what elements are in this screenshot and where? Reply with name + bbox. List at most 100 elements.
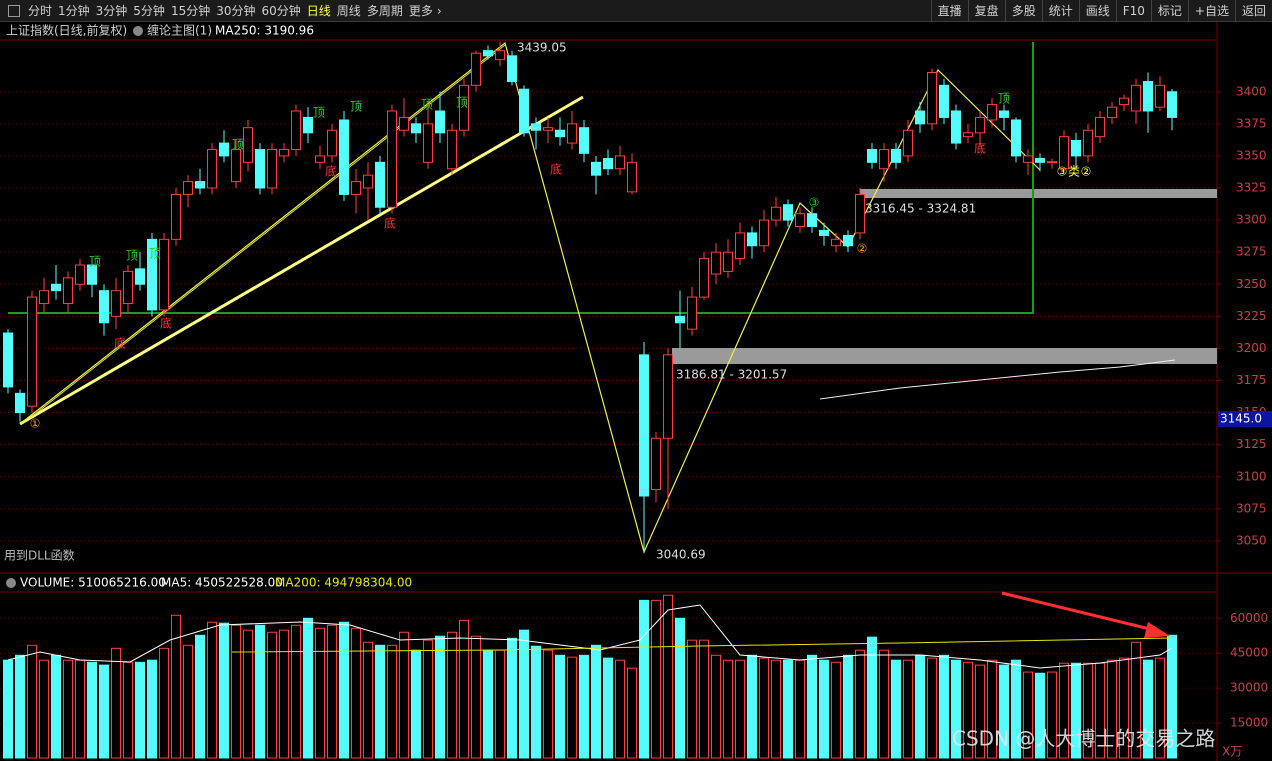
tab[interactable]: 3分钟: [95, 4, 128, 18]
candle-body: [567, 123, 577, 144]
tab[interactable]: 60分钟: [261, 4, 301, 18]
candle-body: [51, 283, 61, 292]
toolbar-button[interactable]: 直播: [930, 0, 968, 22]
ma200-line: [231, 637, 1171, 653]
volume-bar: [1023, 671, 1033, 759]
candle-body: [327, 129, 337, 157]
volume-bar: [399, 631, 409, 759]
candle-body: [267, 149, 277, 189]
volume-bar: [183, 644, 193, 759]
volume-bar: [195, 634, 205, 759]
signal-label: 底: [325, 164, 337, 179]
candle-body: [423, 123, 433, 163]
tab[interactable]: 日线: [306, 4, 331, 18]
candle-body: [63, 277, 73, 305]
toolbar-button[interactable]: 多股: [1004, 0, 1042, 22]
volume-bar: [663, 594, 673, 759]
candle-body: [219, 142, 229, 157]
candle-body: [459, 84, 469, 131]
volume-bar: [759, 657, 769, 759]
volume-bar: [1035, 672, 1045, 759]
volume-bar: [387, 644, 397, 759]
tab[interactable]: 更多: [408, 4, 433, 18]
candle-body: [963, 132, 973, 138]
candle-body: [1143, 80, 1153, 112]
volume-bar: [315, 627, 325, 759]
period-tabs: 分时 1分钟 3分钟 5分钟 15分钟 30分钟 60分钟 日线 周线 多周期 更多: [28, 2, 433, 19]
tab[interactable]: 分时: [28, 4, 53, 18]
menu-icon[interactable]: [8, 4, 20, 17]
candle-body: [723, 251, 733, 272]
candle-body: [411, 123, 421, 134]
candle-body: [1107, 106, 1117, 118]
volume-bar: [147, 659, 157, 759]
volume-bar: [351, 627, 361, 759]
candle-body: [975, 116, 985, 134]
volume-bar: [423, 639, 433, 759]
volume-bar: [987, 659, 997, 759]
volume-bar: [495, 649, 505, 759]
indicator-icon: [6, 578, 16, 588]
volume-bar: [531, 645, 541, 759]
volume-bar: [1155, 657, 1165, 759]
toolbar-button[interactable]: F10: [1115, 0, 1151, 22]
toolbar-button[interactable]: +自选: [1187, 0, 1235, 22]
candle-body: [159, 238, 169, 311]
candle-body: [1131, 84, 1141, 112]
toolbar-button[interactable]: 复盘: [967, 0, 1005, 22]
volume-bar: [75, 659, 85, 759]
price-label: 3040.69: [656, 548, 706, 562]
price-label: 3316.45 - 3324.81: [865, 202, 976, 216]
volume-bar: [867, 636, 877, 759]
candle-body: [783, 204, 793, 221]
candle-body: [1011, 119, 1021, 157]
arrow-head: [1144, 622, 1170, 638]
tab[interactable]: 周线: [336, 4, 361, 18]
candle-body: [195, 181, 205, 189]
candle-body: [111, 290, 121, 317]
volume-bar: [567, 656, 577, 759]
volume-bar: [819, 659, 829, 759]
candle-body: [291, 110, 301, 150]
y-tick-label: 3175: [1236, 373, 1267, 387]
candle-body: [699, 258, 709, 298]
signal-label: 底: [384, 216, 396, 231]
candle-body: [75, 264, 85, 285]
tab[interactable]: 1分钟: [58, 4, 90, 18]
volume-bar: [123, 661, 133, 759]
tab[interactable]: 多周期: [366, 4, 403, 18]
toolbar-button[interactable]: 统计: [1041, 0, 1079, 22]
candle-body: [603, 157, 613, 170]
signal-label: ③: [1057, 165, 1068, 179]
volume-bar: [459, 619, 469, 759]
volume-bar: [579, 654, 589, 759]
y-tick-label: 45000: [1230, 646, 1268, 660]
candle-body: [927, 72, 937, 125]
candle-body: [1071, 140, 1081, 157]
volume-bar: [471, 635, 481, 759]
toolbar-button[interactable]: 标记: [1150, 0, 1188, 22]
candle-body: [135, 268, 145, 285]
tab[interactable]: 30分钟: [216, 4, 256, 18]
volume-bar: [1167, 634, 1177, 759]
zigzag: [19, 41, 1041, 554]
volume-bar: [603, 657, 613, 759]
y-tick-label: 60000: [1230, 611, 1268, 625]
toolbar-button[interactable]: 返回: [1234, 0, 1272, 22]
volume-bar: [27, 644, 37, 759]
candle-body: [831, 238, 841, 247]
candle-body: [99, 290, 109, 324]
candle-body: [555, 129, 565, 138]
volume-bar: [807, 654, 817, 759]
volume-bar: [651, 599, 661, 759]
volume-bar: [507, 637, 517, 759]
candle-body: [171, 193, 181, 240]
candle-body: [255, 149, 265, 189]
candle-body: [651, 437, 661, 491]
candle-body: [903, 129, 913, 157]
tab[interactable]: 15分钟: [170, 4, 211, 18]
toolbar-button[interactable]: 画线: [1078, 0, 1116, 22]
chart-title: 上证指数(日线,前复权): [6, 23, 127, 38]
y-tick-label: 3225: [1236, 309, 1267, 323]
tab[interactable]: 5分钟: [133, 4, 165, 18]
